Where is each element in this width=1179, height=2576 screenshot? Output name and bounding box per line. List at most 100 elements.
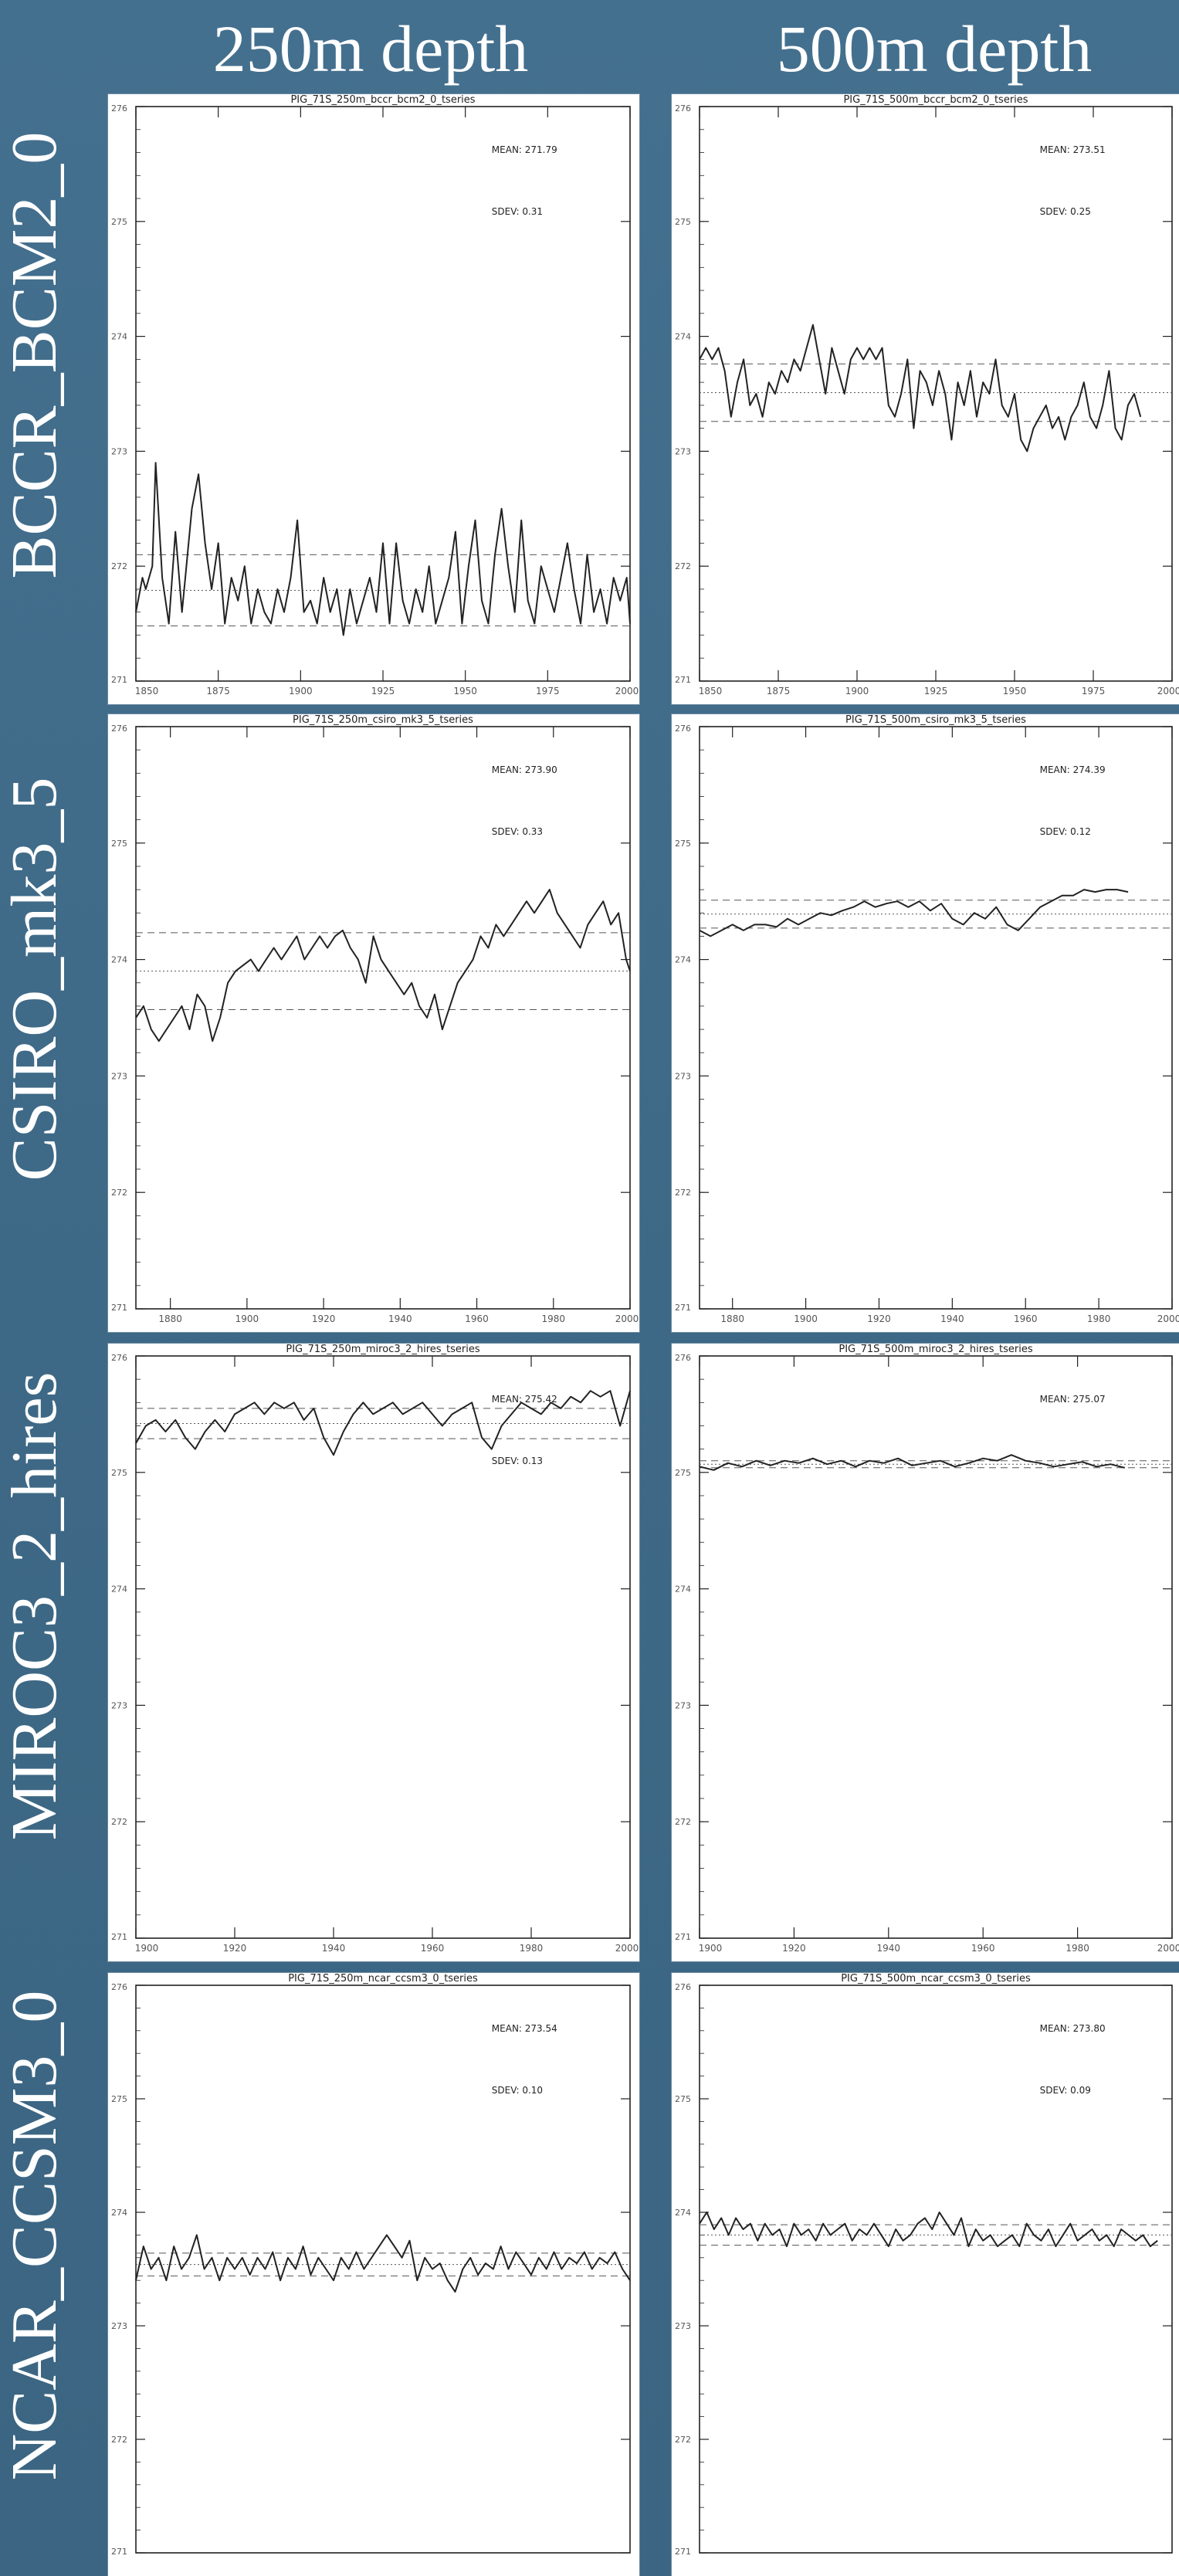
x-tick-label: 1980 [1066,1943,1089,1954]
mean-annotation: MEAN: 274.39 [1040,764,1106,775]
series-line [135,1390,631,1456]
series-line [699,1454,1126,1471]
y-tick-label: 276 [675,1982,691,1992]
y-tick-label: 275 [675,2094,691,2104]
chart-panel-ncar-250m: PIG_71S_250m_ncar_ccsm3_0_tseries 271 272 2… [108,1973,639,2576]
x-tick-label: 1960 [465,1313,489,1324]
x-tick-label: 1900 [699,1943,723,1954]
y-tick-label: 273 [111,2321,127,2331]
x-tick-label: 1960 [971,1943,995,1954]
y-tick-label: 274 [111,2208,127,2218]
y-tick-label: 276 [111,1353,127,1363]
chart-ncar-250m: PIG_71S_250m_ncar_ccsm3_0_tseries 271 272 2… [111,1973,631,2557]
y-tick-label: 274 [675,955,691,965]
x-tick-label: 1880 [158,1313,182,1324]
chart-ncar-500m: PIG_71S_500m_ncar_ccsm3_0_tseries 271 272 2… [675,1973,1173,2557]
x-tick-label: 1960 [421,1943,445,1954]
x-tick-label: 1900 [794,1313,818,1324]
y-tick-label: 273 [675,1700,691,1710]
x-tick-label: 1900 [135,1943,159,1954]
chart-csiro-500m: PIG_71S_500m_csiro_mk3_5_tseries 271 272 27… [675,714,1179,1324]
y-tick-label: 272 [111,1188,127,1198]
x-tick-label: 2000 [1157,1943,1179,1954]
series-line [135,889,631,1042]
x-tick-label: 1975 [1082,686,1106,697]
sdev-annotation: SDEV: 0.12 [1040,826,1091,837]
y-tick-label: 271 [111,2547,127,2557]
x-tick-label: 1920 [312,1313,336,1324]
x-tick-label: 1900 [235,1313,259,1324]
series-line [699,889,1129,937]
mean-annotation: MEAN: 273.90 [492,764,557,775]
plot-frame [135,1985,631,2554]
x-tick-label: 1920 [223,1943,247,1954]
plot-frame [699,106,1173,682]
y-tick-label: 275 [111,839,127,849]
chart-title: PIG_71S_500m_miroc3_2_hires_tseries [839,1344,1032,1355]
chart-miroc-250m: PIG_71S_250m_miroc3_2_hires_tseries 271 27… [111,1344,639,1954]
chart-title: PIG_71S_250m_miroc3_2_hires_tseries [286,1344,479,1355]
mean-annotation: MEAN: 271.79 [492,144,557,155]
sdev-annotation: SDEV: 0.09 [1040,2085,1091,2096]
y-tick-label: 271 [111,1932,127,1942]
chart-title: PIG_71S_500m_bccr_bcm2_0_tseries [843,94,1028,106]
y-tick-label: 272 [111,561,127,571]
y-tick-label: 274 [675,2208,691,2218]
row-label-csiro: CSIRO_mk3_5 [0,777,70,1181]
y-tick-label: 275 [111,217,127,227]
y-tick-label: 274 [675,332,691,342]
column-header-250m: 250m depth [212,12,529,86]
y-tick-label: 276 [675,103,691,114]
y-tick-label: 271 [111,675,127,685]
y-tick-label: 272 [675,1817,691,1827]
chart-panel-bccr-500m: PIG_71S_500m_bccr_bcm2_0_tseries 271 272 27… [672,94,1179,704]
sdev-annotation: SDEV: 0.33 [492,826,543,837]
chart-csiro-250m: PIG_71S_250m_csiro_mk3_5_tseries 271 272 27… [111,714,639,1324]
x-tick-label: 2000 [615,1313,639,1324]
y-tick-label: 273 [111,1071,127,1081]
series-line [135,2234,631,2293]
y-tick-label: 276 [111,1982,127,1992]
y-tick-label: 274 [111,332,127,342]
x-tick-label: 1920 [782,1943,806,1954]
plot-frame [699,1985,1173,2554]
mean-annotation: MEAN: 275.07 [1040,1394,1106,1405]
chart-title: PIG_71S_500m_csiro_mk3_5_tseries [845,714,1026,726]
x-tick-label: 1950 [453,686,477,697]
x-tick-label: 1850 [135,686,159,697]
row-label-miroc: MIROC3_2_hires [0,1371,70,1841]
y-tick-label: 276 [111,724,127,734]
x-tick-label: 1980 [542,1313,566,1324]
y-tick-label: 272 [675,2435,691,2445]
x-tick-label: 2000 [1157,1313,1179,1324]
chart-bccr-250m: PIG_71S_250m_bccr_bcm2_0_tseries 271 272 27… [111,94,639,697]
chart-panel-miroc-250m: PIG_71S_250m_miroc3_2_hires_tseries 271 27… [108,1344,639,1961]
row-label-ncar: NCAR_CCSM3_0 [0,1990,70,2481]
chart-panel-csiro-250m: PIG_71S_250m_csiro_mk3_5_tseries 271 272 27… [108,714,639,1332]
y-tick-label: 271 [675,675,691,685]
y-tick-label: 275 [675,217,691,227]
x-tick-label: 1980 [1087,1313,1111,1324]
chart-panel-ncar-500m: PIG_71S_500m_ncar_ccsm3_0_tseries 271 272 2… [672,1973,1179,2576]
mean-annotation: MEAN: 273.54 [492,2023,557,2034]
y-tick-label: 271 [111,1303,127,1313]
column-header-500m: 500m depth [776,12,1093,86]
chart-miroc-500m: PIG_71S_500m_miroc3_2_hires_tseries 271 27… [675,1344,1179,1954]
y-tick-label: 274 [675,1585,691,1595]
y-tick-label: 272 [675,561,691,571]
x-tick-label: 1900 [289,686,313,697]
mean-annotation: MEAN: 273.51 [1040,144,1106,155]
x-tick-label: 1900 [845,686,869,697]
x-tick-label: 1875 [767,686,791,697]
chart-bccr-500m: PIG_71S_500m_bccr_bcm2_0_tseries 271 272 27… [675,94,1179,697]
chart-panel-bccr-250m: PIG_71S_250m_bccr_bcm2_0_tseries 271 272 27… [108,94,639,704]
y-tick-label: 274 [111,955,127,965]
x-tick-label: 1960 [1014,1313,1038,1324]
chart-title: PIG_71S_250m_ncar_ccsm3_0_tseries [288,1973,478,1985]
series-line [699,2212,1158,2248]
y-tick-label: 275 [111,2094,127,2104]
y-tick-label: 271 [675,1932,691,1942]
x-tick-label: 1980 [520,1943,544,1954]
y-tick-label: 273 [111,446,127,456]
x-tick-label: 1875 [206,686,230,697]
